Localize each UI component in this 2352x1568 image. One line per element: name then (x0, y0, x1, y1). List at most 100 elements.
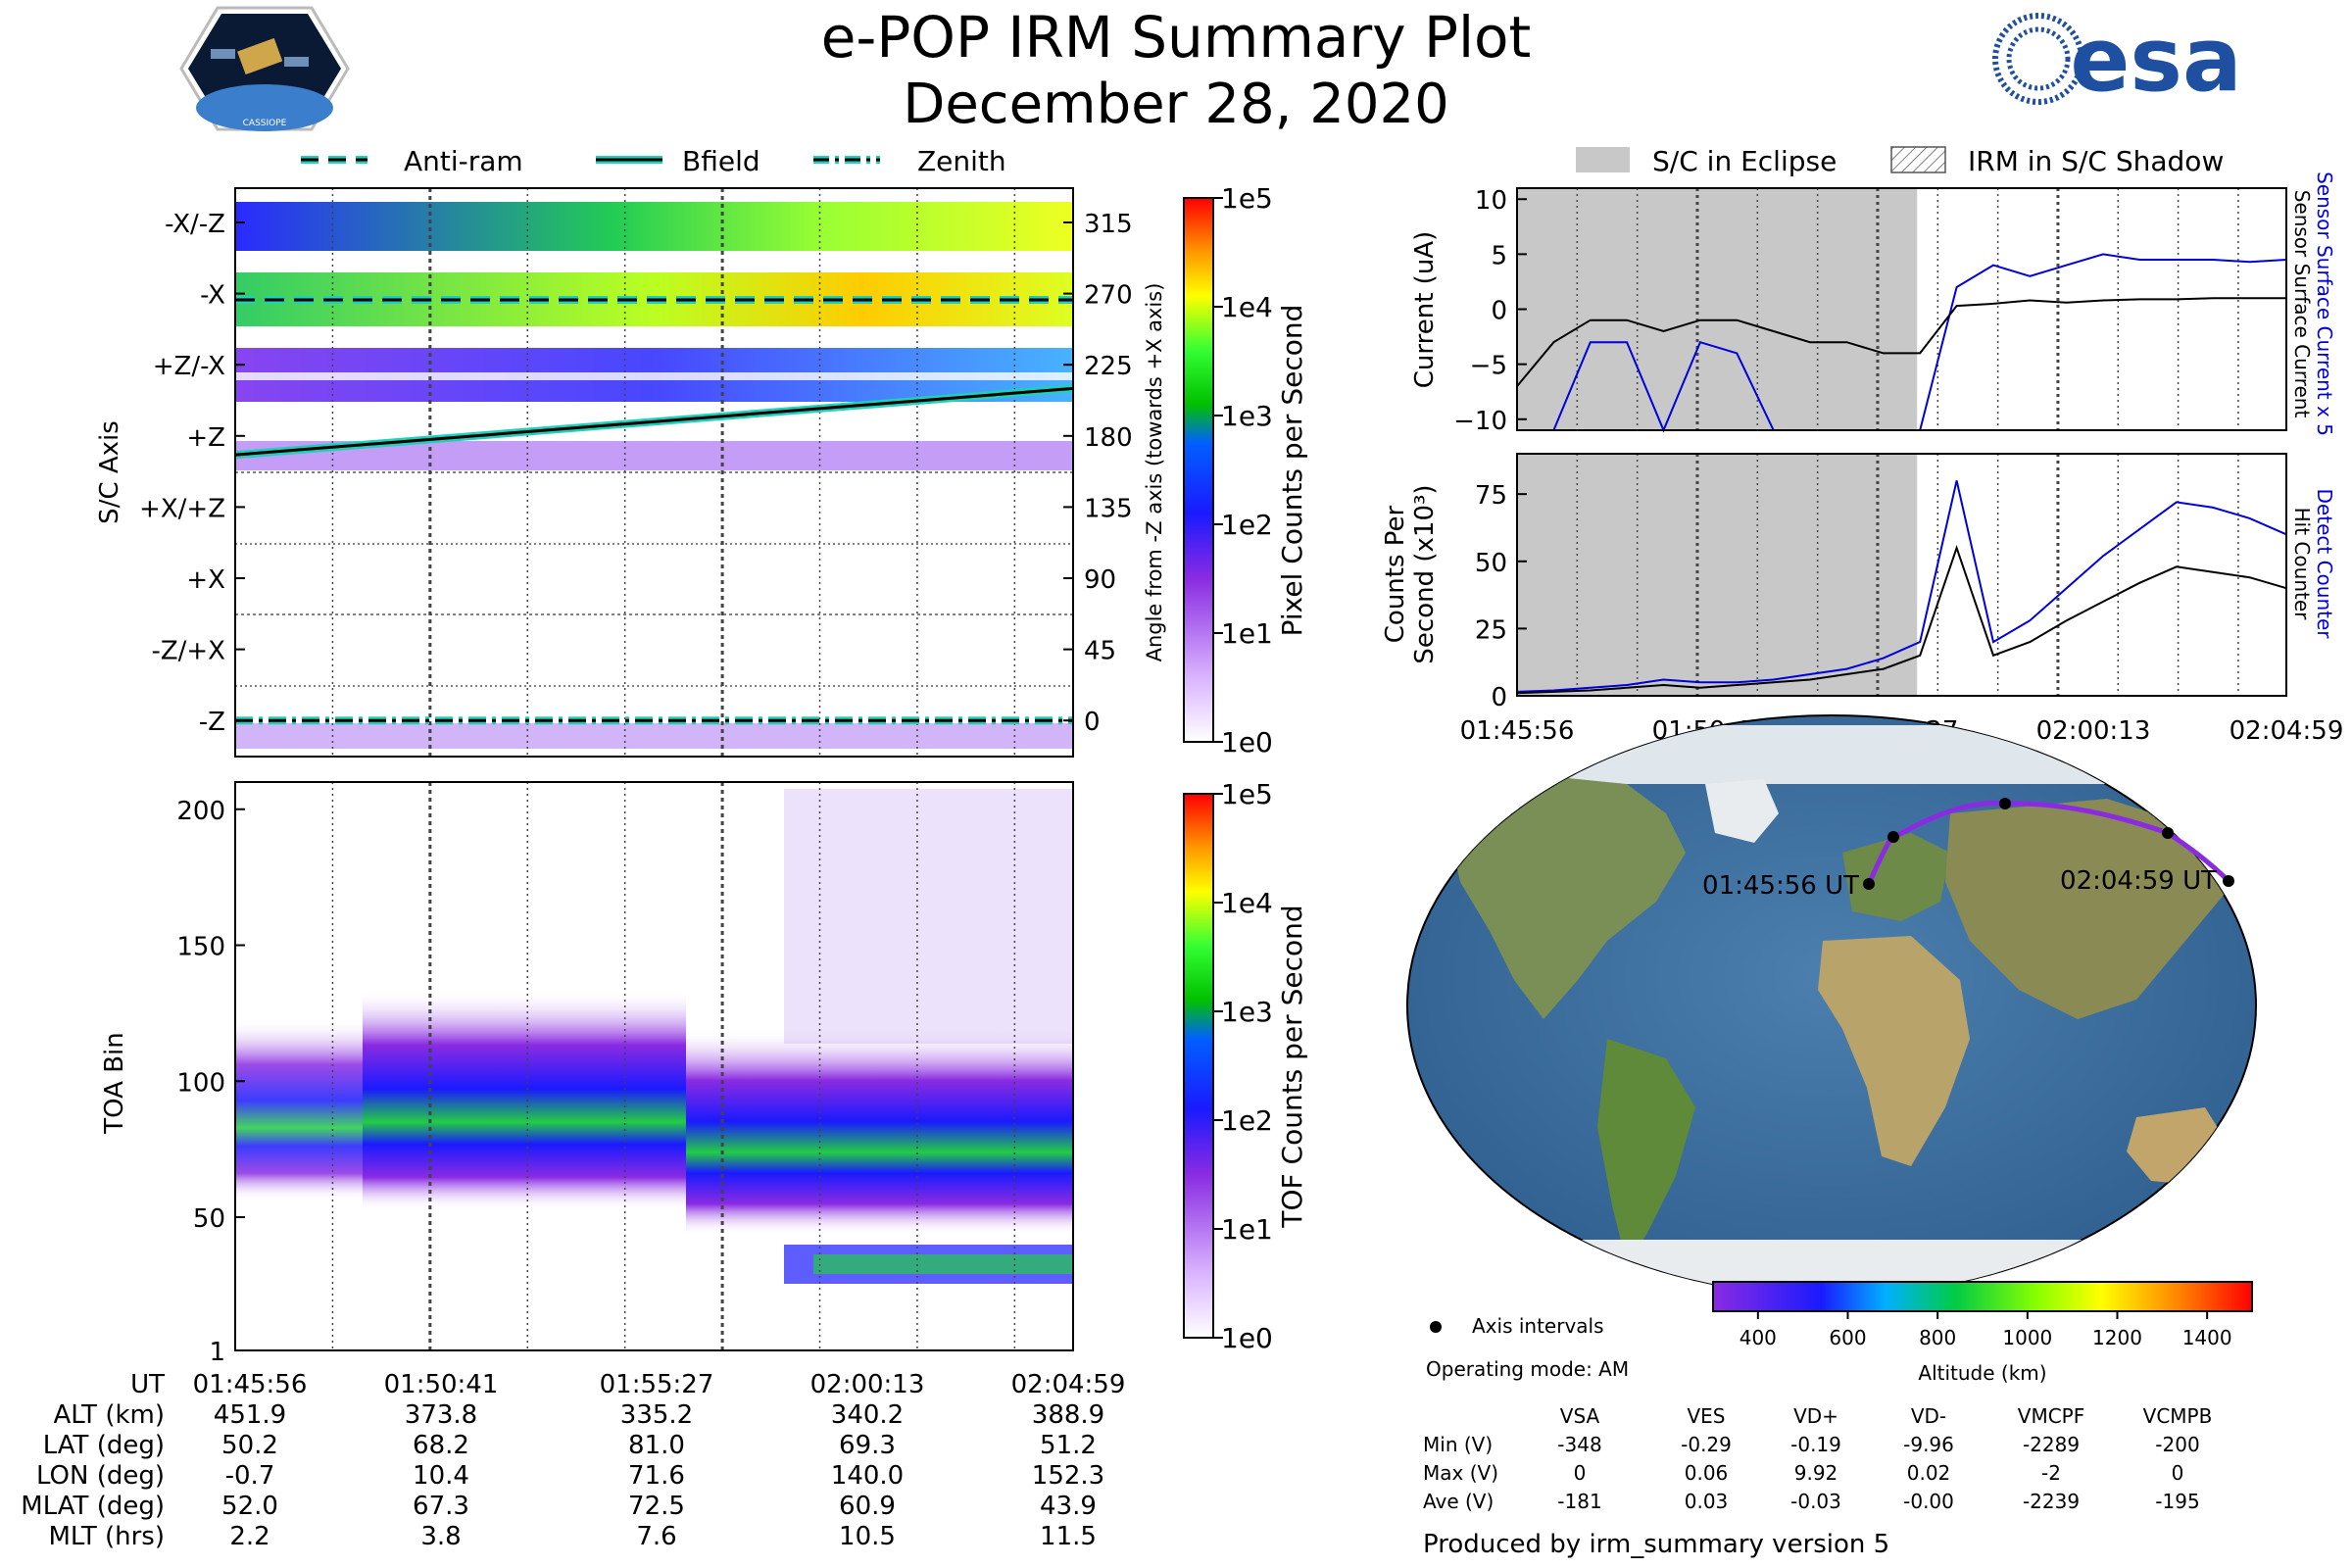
sc-axis-tick: -X/-Z (165, 210, 225, 239)
altitude-tick: 1200 (2092, 1326, 2142, 1349)
voltage-value: -348 (1557, 1433, 1601, 1456)
ephemeris-value: 50.2 (221, 1431, 278, 1460)
ephemeris-value: 388.9 (1032, 1400, 1104, 1430)
y-tick: 25 (1475, 615, 1507, 645)
orbit-point-2 (1887, 831, 1899, 843)
footer: Produced by irm_summary version 5 (1423, 1530, 1889, 1559)
legend-left: Anti-ram Bfield Zenith (301, 145, 1006, 177)
ephemeris-value: 01:50:41 (384, 1370, 499, 1399)
current-ylabel: Current (uA) (1410, 231, 1440, 388)
ephemeris-label: UT (130, 1370, 165, 1399)
altitude-colorbar-label: Altitude (km) (1918, 1361, 2046, 1385)
legend-bfield: Bfield (682, 145, 760, 177)
world-map: 01:45:56 UT 02:04:59 UT (1406, 714, 2257, 1297)
toa-band-left (235, 1019, 363, 1200)
voltage-value: 0.02 (1907, 1461, 1951, 1485)
colorbar-tick: 1e5 (1221, 778, 1273, 810)
hit-counter-line (1516, 545, 2287, 695)
cassiope-logo-text: CASSIOPE (243, 119, 287, 128)
voltage-header: VD+ (1793, 1404, 1838, 1428)
voltage-value: 0 (1574, 1461, 1587, 1485)
colorbar-tick: 1e4 (1221, 291, 1273, 323)
ephemeris-label: MLAT (deg) (21, 1492, 165, 1521)
altitude-tick: 600 (1829, 1326, 1866, 1349)
pixel-colorbar-label: Pixel Counts per Second (1276, 305, 1308, 637)
toa-upper-noise (784, 789, 1073, 1044)
y-tick: 0 (1491, 297, 1507, 326)
ephemeris-value: 51.2 (1040, 1431, 1097, 1460)
ephemeris-value: 60.9 (839, 1492, 896, 1521)
voltage-value: -0.00 (1903, 1490, 1954, 1513)
legend-shadow: IRM in S/C Shadow (1968, 145, 2224, 177)
ephemeris-label: ALT (km) (53, 1400, 165, 1430)
altitude-tick: 1400 (2182, 1326, 2232, 1349)
voltage-row-label: Max (V) (1423, 1461, 1498, 1485)
voltage-value: -2 (2041, 1461, 2061, 1485)
voltage-value: 0.03 (1685, 1490, 1729, 1513)
time-tick: 01:45:56 (1460, 716, 1575, 746)
voltage-header: VCMPB (2143, 1404, 2213, 1428)
page-title: e-POP IRM Summary Plot (821, 4, 1532, 71)
voltage-header: VES (1687, 1404, 1725, 1428)
bfield-line (234, 386, 1074, 457)
altitude-colorbar: Altitude (km) (1712, 1281, 2253, 1385)
angle-tick: 45 (1084, 637, 1116, 666)
sc-axis-ylabel: S/C Axis (95, 420, 124, 524)
ephemeris-value: 02:00:13 (810, 1370, 925, 1399)
ephemeris-value: 373.8 (405, 1400, 477, 1430)
esa-logo-text: esa (2070, 9, 2241, 112)
ephemeris-value: 10.4 (413, 1461, 469, 1491)
time-tick: 02:00:13 (2036, 716, 2151, 746)
altitude-tick: 1000 (2002, 1326, 2052, 1349)
y-tick: −5 (1470, 352, 1507, 381)
y-tick: −10 (1453, 407, 1507, 436)
axis-intervals-marker (1430, 1321, 1442, 1333)
ephemeris-value: -0.7 (225, 1461, 275, 1491)
legend-anti-ram: Anti-ram (404, 145, 523, 177)
page-date: December 28, 2020 (903, 73, 1449, 136)
ephemeris-value: 340.2 (831, 1400, 904, 1430)
current-right-label-blue: Sensor Surface Current x 5 (2313, 172, 2336, 436)
colorbar-tick: 1e3 (1221, 996, 1273, 1028)
colorbar-tick: 1e2 (1221, 1104, 1273, 1137)
angle-ylabel: Angle from -Z axis (towards +X axis) (1143, 283, 1166, 662)
current-right-label-black: Sensor Surface Current (2290, 190, 2314, 418)
angle-tick: 0 (1084, 708, 1101, 737)
y-tick: 75 (1475, 481, 1507, 511)
colorbar-tick: 1e0 (1221, 1322, 1273, 1354)
map-north-america (1441, 774, 1686, 1019)
counts-right-label-blue: Detect Counter (2313, 489, 2336, 640)
map-greenland (1705, 779, 1779, 843)
counts-right-label-black: Hit Counter (2290, 508, 2314, 620)
voltage-value: -0.29 (1681, 1433, 1732, 1456)
voltage-value: 9.92 (1794, 1461, 1838, 1485)
voltage-header: VMCPF (2018, 1404, 2084, 1428)
voltage-value: -181 (1557, 1490, 1601, 1513)
y-tick: 5 (1491, 241, 1507, 270)
ephemeris-value: 451.9 (214, 1400, 286, 1430)
ephemeris-value: 01:55:27 (600, 1370, 714, 1399)
angle-tick: 135 (1084, 494, 1133, 523)
voltage-value: -9.96 (1903, 1433, 1954, 1456)
ephemeris-value: 140.0 (831, 1461, 904, 1491)
toa-tick: 150 (176, 933, 225, 962)
pixel-colorbar: Pixel Counts per Second (1183, 197, 1308, 743)
ephemeris-value: 67.3 (413, 1492, 469, 1521)
ephemeris-value: 43.9 (1040, 1492, 1097, 1521)
detect-counter-line (1516, 480, 2287, 693)
map-africa (1818, 936, 1970, 1166)
ephemeris-value: 3.8 (420, 1522, 461, 1551)
ephemeris-value: 7.6 (636, 1522, 676, 1551)
operating-mode: Operating mode: AM (1426, 1357, 1629, 1381)
orbit-point-start (1863, 878, 1875, 890)
colorbar-tick: 1e5 (1221, 182, 1273, 215)
voltage-row-label: Min (V) (1423, 1433, 1493, 1456)
counts-plot: Counts Per Second (x10³) Detect Counter … (1381, 453, 2336, 697)
sc-axis-spectrogram: S/C Axis Angle from -Z axis (towards +X … (95, 187, 1166, 758)
ephemeris-value: 72.5 (628, 1492, 685, 1521)
voltage-value: -2239 (2023, 1490, 2080, 1513)
sc-axis-tick: +X/+Z (139, 494, 225, 523)
toa-spectrogram: TOA Bin (100, 781, 1074, 1351)
voltage-row-label: Ave (V) (1423, 1490, 1494, 1513)
altitude-tick: 800 (1919, 1326, 1956, 1349)
